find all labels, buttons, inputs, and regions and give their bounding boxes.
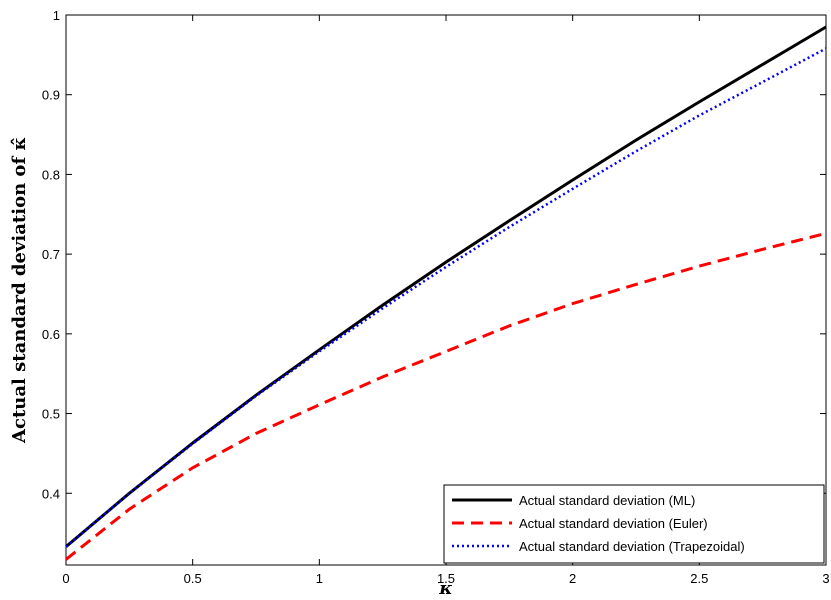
series-line-0	[65, 25, 827, 548]
y-tick-label: 0.9	[42, 88, 60, 103]
x-tick-label: 0	[62, 571, 69, 586]
y-tick-label: 0.6	[42, 327, 60, 342]
x-axis-label: κ	[438, 578, 453, 599]
y-tick-label: 0.4	[42, 486, 60, 501]
x-tick-label: 0.5	[184, 571, 202, 586]
legend-label: Actual standard deviation (Trapezoidal)	[519, 539, 745, 554]
y-tick-label: 0.8	[42, 167, 60, 182]
x-tick-label: 2	[569, 571, 576, 586]
x-tick-label: 2.5	[690, 571, 708, 586]
x-tick-label: 1	[316, 571, 323, 586]
legend-label: Actual standard deviation (Euler)	[519, 516, 708, 531]
x-tick-label: 1.5	[437, 571, 455, 586]
y-tick-label: 0.5	[42, 407, 60, 422]
y-tick-label: 0.7	[42, 247, 60, 262]
series-line-1	[65, 231, 827, 561]
series-lines	[65, 25, 827, 561]
legend-box	[443, 484, 825, 564]
y-ticks: 0.4 0.5 0.6 0.7 0.8 0.9 1	[42, 8, 826, 501]
y-axis-label: Actual standard deviation of κ̂	[9, 137, 30, 444]
x-tick-label: 3	[822, 571, 829, 586]
plot-background	[65, 14, 827, 566]
legend-label: Actual standard deviation (ML)	[519, 493, 695, 508]
legend: Actual standard deviation (ML) Actual sta…	[443, 484, 825, 564]
y-tick-label: 1	[53, 8, 60, 23]
